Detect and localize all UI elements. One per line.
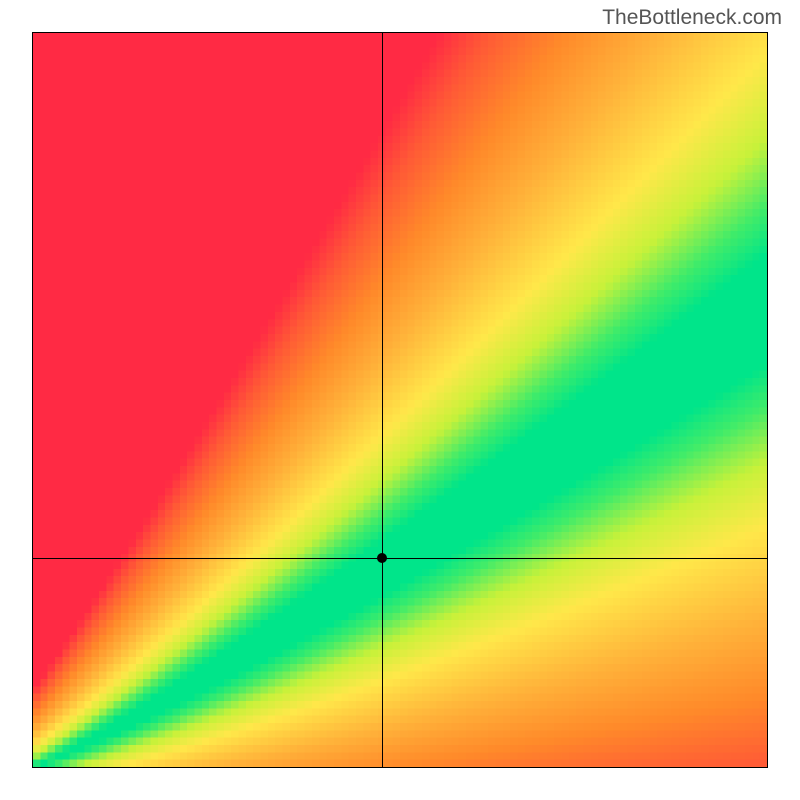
chart-container: TheBottleneck.com [0,0,800,800]
watermark-text: TheBottleneck.com [602,6,782,30]
crosshair-vertical [382,33,383,767]
crosshair-horizontal [33,558,767,559]
crosshair-marker [377,553,387,563]
heatmap-frame [32,32,768,768]
heatmap-canvas [33,33,767,767]
